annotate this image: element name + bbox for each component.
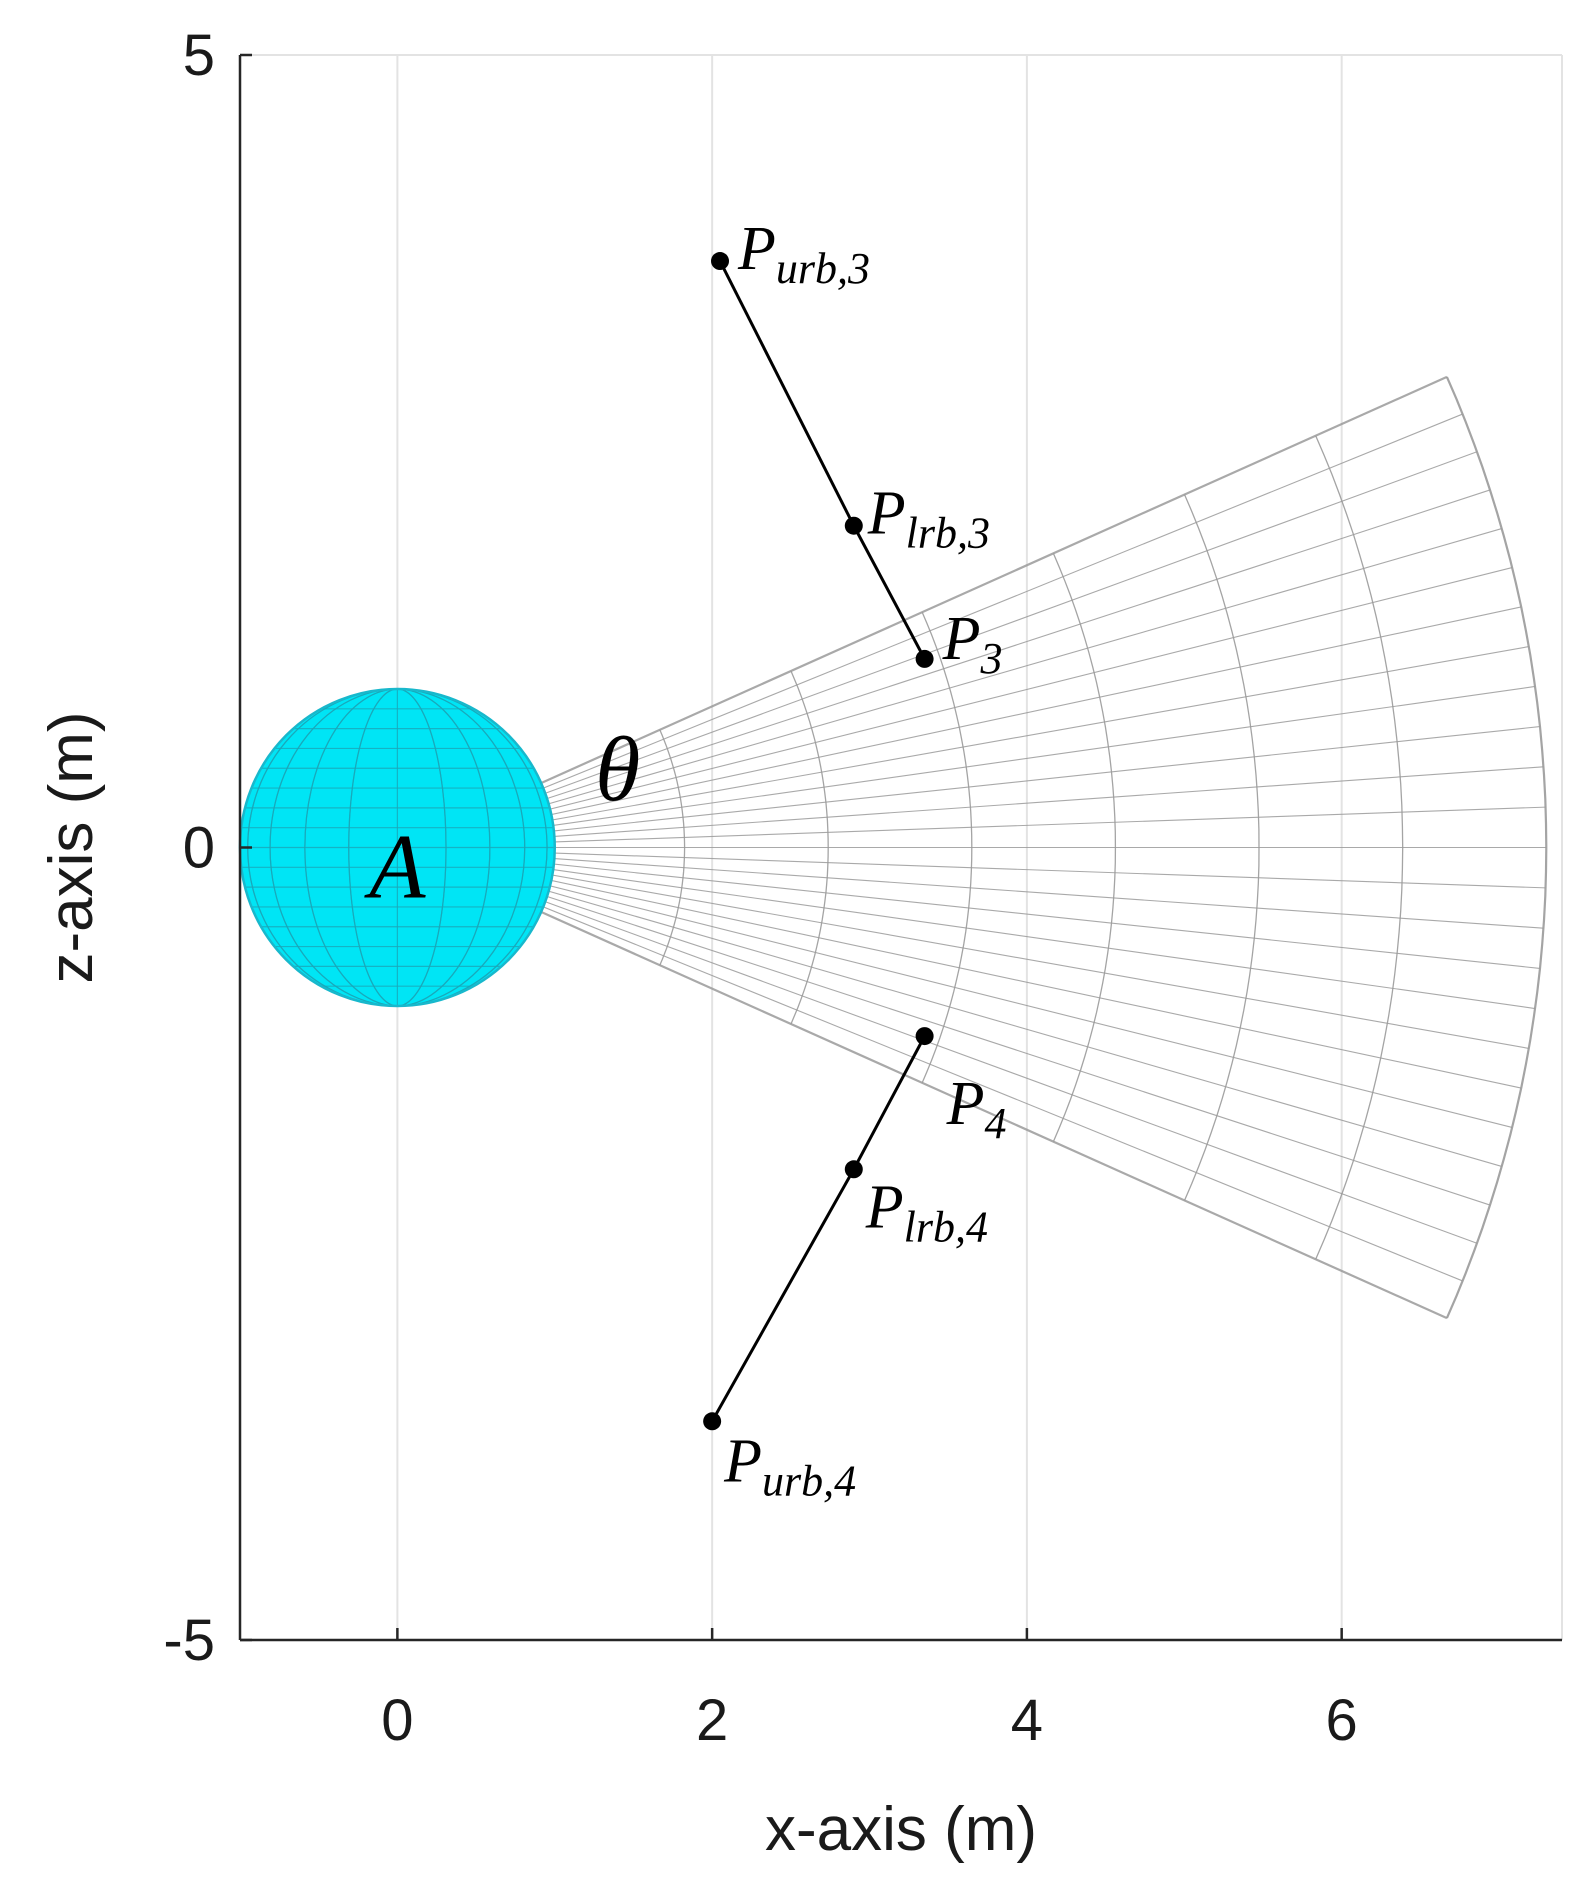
cone-ring [659, 729, 686, 966]
data-marks [703, 252, 934, 1431]
cone-ring [921, 611, 973, 1084]
cone-ring [1315, 435, 1404, 1260]
label-urb4: Purb,4 [723, 1427, 856, 1505]
cone-generator [396, 846, 1448, 1320]
cone-ring [1445, 376, 1548, 1319]
axes: 0 2 4 6 -5 0 5 [163, 23, 1562, 1753]
point-labels: Purb,3 Plrb,3 P3 P4 Plrb,4 Purb,4 [723, 215, 1006, 1505]
point-lrb4 [844, 1160, 863, 1179]
x-axis-title: x-axis (m) [765, 1795, 1037, 1864]
y-axis-title: z-axis (m) [37, 711, 106, 983]
segment-lrb4-urb4 [710, 1168, 856, 1423]
x-tick-label: 6 [1326, 1688, 1358, 1753]
segment-p4-lrb4 [852, 1035, 926, 1170]
cone-ring [1183, 494, 1260, 1201]
label-p3: P3 [942, 605, 1003, 683]
point-urb3 [711, 252, 730, 271]
cone-ring [1052, 553, 1117, 1142]
x-tick-label: 2 [696, 1688, 728, 1753]
label-p4: P4 [946, 1070, 1007, 1148]
point-p4 [915, 1027, 934, 1046]
cone-generator [396, 375, 1448, 849]
label-lrb4: Plrb,4 [865, 1173, 988, 1251]
segment-urb3-lrb3 [718, 260, 856, 527]
point-urb4 [703, 1412, 722, 1431]
label-lrb3: Plrb,3 [867, 480, 990, 558]
segment-lrb3-p3 [852, 525, 926, 660]
cone-wireframe [396, 375, 1548, 1320]
y-tick-label: 0 [183, 816, 215, 881]
x-tick-label: 0 [381, 1688, 413, 1753]
cone-angle-label: θ [595, 718, 640, 820]
point-p3 [915, 649, 934, 668]
y-tick-label: -5 [163, 1608, 215, 1673]
label-urb3: Purb,3 [737, 215, 870, 293]
x-tick-label: 4 [1011, 1688, 1043, 1753]
cone-ring [790, 670, 829, 1025]
sphere-label: A [363, 816, 426, 918]
point-lrb3 [844, 516, 863, 535]
y-tick-label: 5 [183, 23, 215, 88]
sphere [238, 687, 557, 1008]
